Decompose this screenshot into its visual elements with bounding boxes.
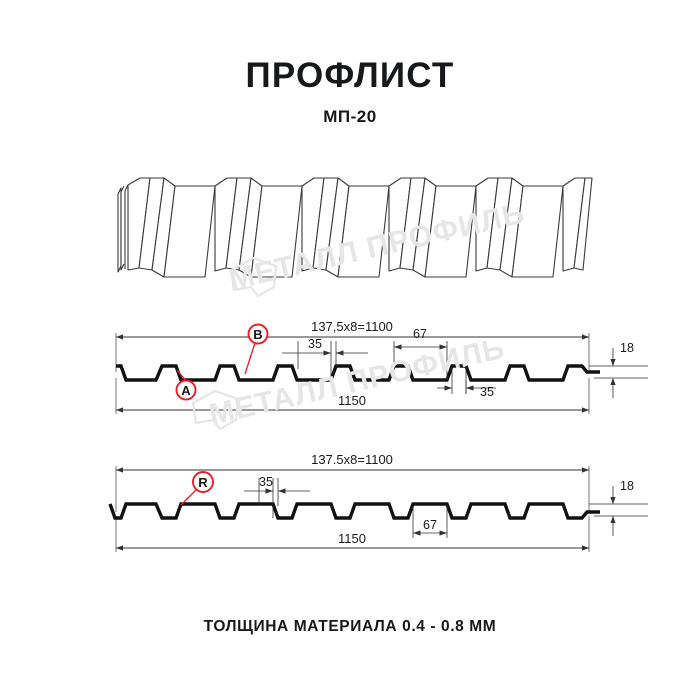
dimension-rib-b bbox=[244, 478, 310, 518]
marker-b: B bbox=[244, 323, 269, 375]
marker-a: A bbox=[175, 369, 197, 401]
cross-section-a: 137,5x8=1100 35 67 bbox=[115, 319, 648, 414]
dimension-rib-b-label: 35 bbox=[259, 475, 273, 489]
marker-r: R bbox=[180, 471, 214, 506]
dimension-height-a-label: 18 bbox=[620, 341, 634, 355]
dimension-crest-b-label: 67 bbox=[423, 518, 437, 532]
dimension-height-a bbox=[589, 348, 648, 398]
dimension-crest-a bbox=[393, 341, 448, 380]
marker-r-label: R bbox=[198, 475, 208, 490]
dimension-rib-right-a-label: 35 bbox=[480, 385, 494, 399]
profile-outline-b bbox=[108, 502, 600, 520]
svg-text:МЕТАЛЛ ПРОФИЛЬ: МЕТАЛЛ ПРОФИЛЬ bbox=[206, 332, 508, 432]
material-thickness-label: ТОЛЩИНА МАТЕРИАЛА 0.4 - 0.8 ММ bbox=[203, 618, 497, 635]
dimension-bottom-a bbox=[116, 407, 589, 413]
dimension-top-a-label: 137,5x8=1100 bbox=[311, 319, 393, 334]
profile-outline-a bbox=[116, 364, 600, 382]
cross-section-b: 137.5x8=1100 35 67 bbox=[108, 452, 648, 552]
marker-b-label: B bbox=[253, 327, 262, 342]
marker-a-label: A bbox=[181, 383, 191, 398]
dimension-top-b-label: 137.5x8=1100 bbox=[311, 452, 393, 467]
dimension-crest-a-label: 67 bbox=[413, 327, 427, 341]
dimension-bottom-a-label: 1150 bbox=[338, 393, 366, 408]
dimension-height-b bbox=[589, 486, 648, 536]
isometric-profile-view bbox=[117, 177, 593, 278]
footer-block: ТОЛЩИНА МАТЕРИАЛА 0.4 - 0.8 ММ bbox=[0, 618, 700, 636]
dimension-bottom-b-label: 1150 bbox=[338, 531, 366, 546]
dimension-bottom-b bbox=[116, 545, 589, 551]
dimension-rib-left-a-label: 35 bbox=[308, 337, 322, 351]
watermark-logo-bottom: МЕТАЛЛ ПРОФИЛЬ bbox=[191, 332, 508, 432]
dimension-top-b bbox=[116, 467, 589, 473]
dimension-rib-left-a bbox=[282, 341, 368, 378]
dimension-height-b-label: 18 bbox=[620, 479, 634, 493]
dimension-crest-b bbox=[412, 505, 448, 538]
dimension-top-a bbox=[116, 334, 589, 340]
dimension-rib-right-a bbox=[437, 367, 496, 394]
